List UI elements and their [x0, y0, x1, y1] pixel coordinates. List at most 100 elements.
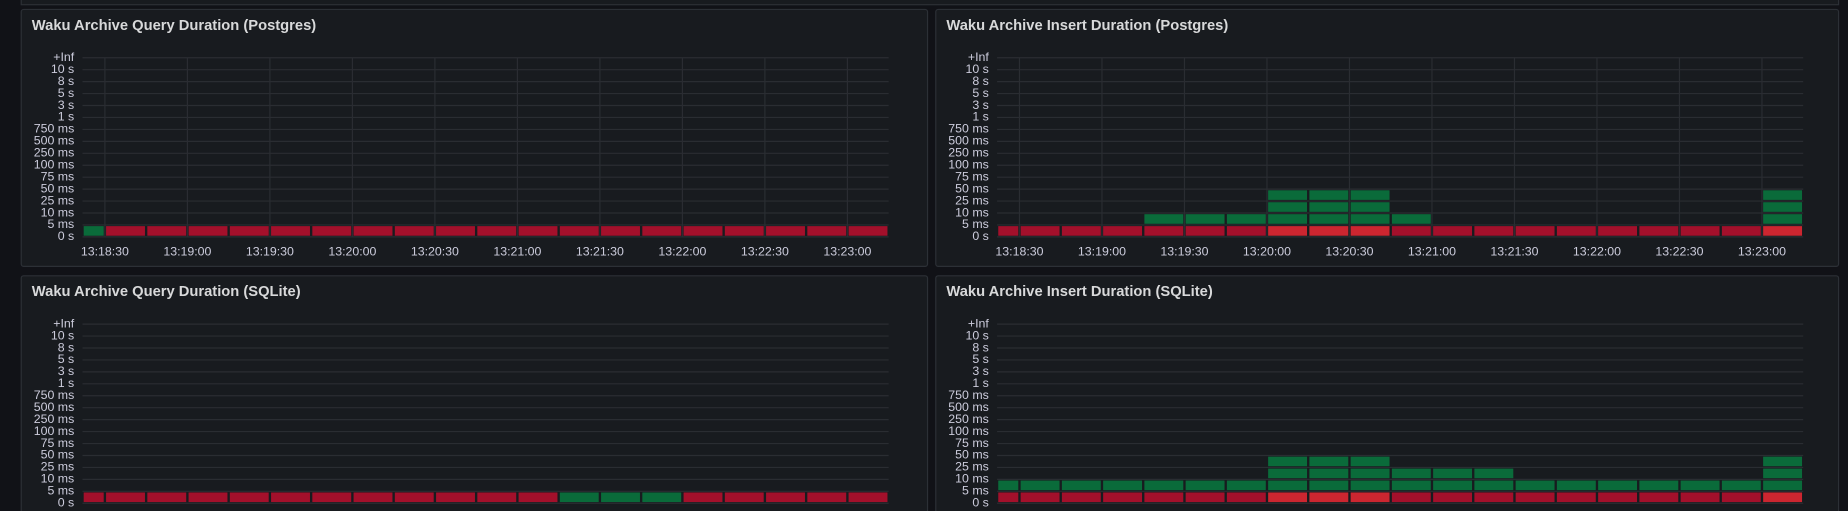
- y-tick-label: 500 ms: [948, 134, 989, 148]
- panel: Waku Archive Insert Duration (SQLite) 0 …: [935, 275, 1840, 511]
- panel-above: [20, 0, 1840, 6]
- heatmap-cell: [1763, 480, 1803, 491]
- x-tick-label: 13:20:30: [411, 244, 459, 258]
- panel: Waku Archive Query Duration (Postgres) 0…: [20, 8, 929, 267]
- x-tick-label: 13:19:30: [246, 244, 294, 258]
- panel-frame: [20, 8, 929, 267]
- heatmap-cell: [477, 226, 517, 236]
- y-tick-label: 5 ms: [962, 217, 989, 231]
- x-tick-label: 13:22:00: [1573, 244, 1621, 258]
- heatmap-cell: [683, 226, 723, 236]
- y-tick-label: 0 s: [972, 229, 989, 243]
- y-tick-label: 50 ms: [41, 448, 75, 462]
- heatmap-cell: [1268, 480, 1308, 491]
- heatmap-cell: [1268, 226, 1308, 236]
- y-tick-label: 3 s: [58, 364, 74, 378]
- heatmap-cell: [436, 492, 475, 503]
- heatmap-cell: [642, 226, 682, 236]
- heatmap-cell: [1268, 468, 1308, 479]
- y-tick-label: 3 s: [972, 98, 989, 112]
- y-tick-label: 10 ms: [41, 472, 75, 486]
- heatmap-cell: [1268, 214, 1308, 224]
- x-tick-label: 13:21:30: [576, 244, 624, 258]
- heatmap-cell: [1721, 492, 1761, 503]
- heatmap-cell: [1268, 202, 1308, 212]
- heatmap-cell: [1350, 214, 1390, 224]
- heatmap-cell: [518, 226, 558, 236]
- heatmap-cell: [188, 492, 228, 503]
- x-tick-label: 13:22:30: [741, 244, 789, 258]
- heatmap-cell: [1763, 468, 1803, 479]
- y-tick-label: 100 ms: [34, 424, 75, 438]
- y-tick-label: 750 ms: [948, 388, 989, 402]
- heatmap-cell: [353, 226, 393, 236]
- y-tick-label: +Inf: [968, 316, 990, 330]
- heatmap-cell: [106, 492, 145, 503]
- heatmap-cell: [1350, 492, 1390, 503]
- heatmap-cell: [1103, 480, 1143, 491]
- heatmap-cell: [312, 226, 352, 236]
- y-tick-label: 8 s: [58, 340, 74, 354]
- heatmap-cell: [1433, 468, 1473, 479]
- heatmap-cell: [1144, 492, 1184, 503]
- heatmap-cell: [1639, 492, 1679, 503]
- heatmap-cell: [1350, 456, 1390, 467]
- y-tick-label: 10 ms: [955, 205, 989, 219]
- heatmap-cell: [848, 226, 888, 236]
- y-tick-label: 5 ms: [962, 484, 989, 498]
- heatmap-cell: [1391, 214, 1431, 224]
- heatmap-cell: [1103, 492, 1143, 503]
- heatmap-cell: [1185, 480, 1225, 491]
- heatmap-cell: [1433, 226, 1473, 236]
- heatmap-cell: [1680, 226, 1720, 236]
- panel-frame: [935, 275, 1840, 511]
- x-tick-label: 13:22:30: [1655, 244, 1703, 258]
- heatmap-cell: [1309, 214, 1349, 224]
- heatmap-cell: [1680, 492, 1720, 503]
- heatmap-cell: [353, 492, 393, 503]
- x-tick-label: 13:18:30: [995, 244, 1043, 258]
- panel-title: Waku Archive Query Duration (SQLite): [32, 284, 301, 300]
- heatmap-cell: [106, 226, 145, 236]
- heatmap-cell: [1268, 492, 1308, 503]
- heatmap-cell: [642, 492, 682, 503]
- y-tick-label: 750 ms: [34, 388, 75, 402]
- heatmap-cell: [1144, 226, 1184, 236]
- y-tick-label: +Inf: [968, 50, 990, 64]
- heatmap-cell: [436, 226, 475, 236]
- x-tick-label: 13:19:00: [1078, 244, 1126, 258]
- heatmap-cell: [1144, 214, 1184, 224]
- heatmap-cell: [1391, 480, 1431, 491]
- heatmap-cell: [1433, 480, 1473, 491]
- heatmap-cell: [1103, 226, 1143, 236]
- heatmap-cell: [1515, 480, 1555, 491]
- heatmap-cell: [1226, 226, 1266, 236]
- x-tick-label: 13:18:30: [81, 244, 129, 258]
- x-tick-label: 13:20:00: [1243, 244, 1291, 258]
- heatmap-cell: [683, 492, 723, 503]
- y-tick-label: 250 ms: [34, 146, 75, 160]
- y-tick-label: 250 ms: [948, 412, 989, 426]
- heatmap-cell: [1309, 492, 1349, 503]
- heatmap-cell: [1639, 480, 1679, 491]
- y-tick-label: 5 ms: [47, 484, 74, 498]
- heatmap-cell: [1474, 492, 1514, 503]
- heatmap-cell: [807, 492, 847, 503]
- heatmap-cell: [1309, 226, 1349, 236]
- y-tick-label: 8 s: [972, 74, 989, 88]
- y-tick-label: 10 s: [965, 328, 988, 342]
- heatmap-cell: [83, 492, 104, 503]
- heatmap-cell: [998, 492, 1019, 503]
- x-tick-label: 13:19:30: [1160, 244, 1208, 258]
- heatmap-cell: [477, 492, 517, 503]
- heatmap-cell: [1763, 226, 1803, 236]
- panel-title: Waku Archive Insert Duration (SQLite): [946, 284, 1212, 300]
- heatmap-cell: [1556, 492, 1596, 503]
- heatmap-cell: [1763, 190, 1803, 200]
- heatmap-cell: [559, 492, 599, 503]
- y-tick-label: 3 s: [58, 98, 74, 112]
- y-tick-label: 100 ms: [34, 158, 75, 172]
- panel: Waku Archive Query Duration (SQLite) 0 s…: [20, 275, 929, 511]
- heatmap-cell: [1309, 456, 1349, 467]
